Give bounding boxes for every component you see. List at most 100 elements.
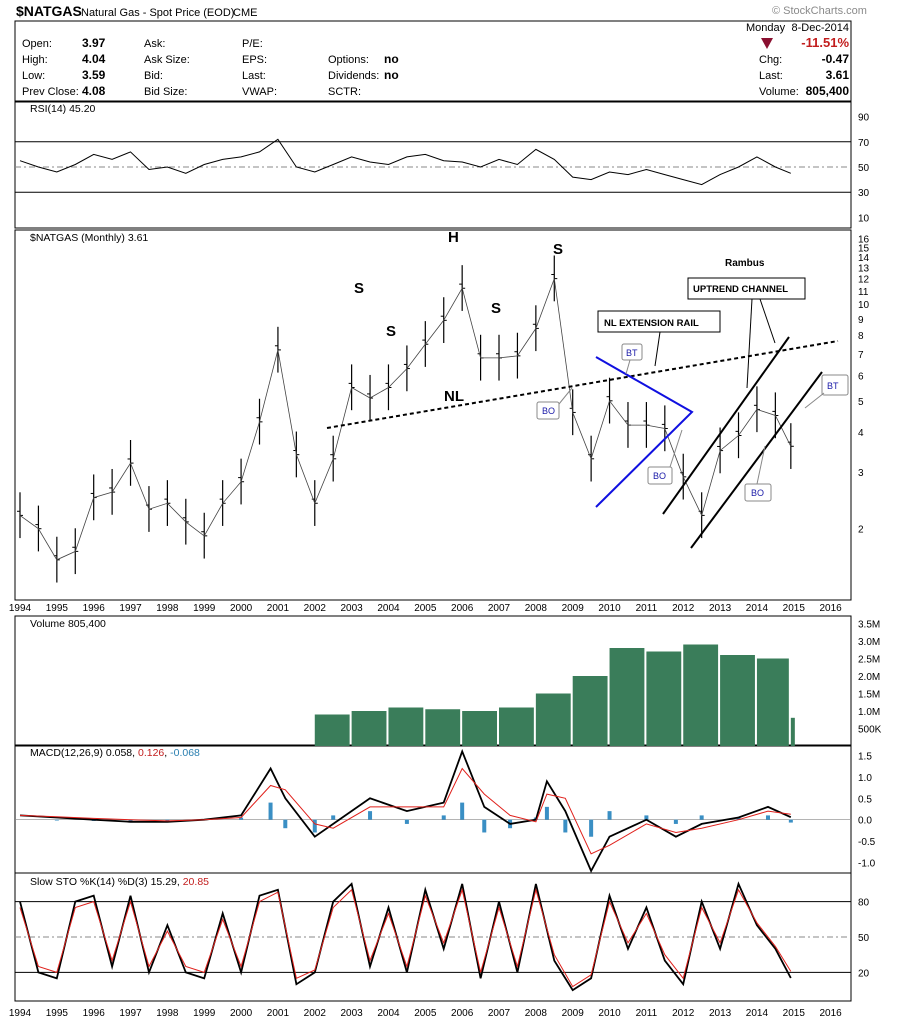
x-tick-label-top: 1998 bbox=[156, 603, 179, 614]
price-tick-label: 2 bbox=[858, 525, 864, 536]
macd-hist-bar bbox=[54, 819, 59, 821]
x-tick-label-bottom: 2013 bbox=[709, 1008, 732, 1019]
macd-hist-bar bbox=[239, 817, 244, 820]
macd-hist-bar bbox=[607, 811, 612, 820]
x-tick-label-top: 2014 bbox=[746, 603, 769, 614]
macd-tick-label: 1.5 bbox=[858, 752, 872, 763]
x-tick-label-bottom: 2015 bbox=[783, 1008, 806, 1019]
x-tick-label-top: 1994 bbox=[9, 603, 32, 614]
volume-bar bbox=[572, 676, 608, 746]
macd-hist-bar bbox=[544, 806, 549, 820]
sto-tick-label: 80 bbox=[858, 898, 870, 909]
sto-layer: 20 50 80 bbox=[15, 881, 870, 992]
price-tick-label: 15 bbox=[858, 243, 870, 254]
rsi-tick-label: 50 bbox=[858, 163, 870, 174]
price-tick-label: 13 bbox=[858, 263, 870, 274]
options-value: no bbox=[384, 52, 399, 66]
ann-bt-box-2 bbox=[821, 374, 849, 396]
ann-bo-3: BO bbox=[751, 488, 764, 498]
volume-label: Volume: bbox=[759, 86, 799, 98]
rsi-title: RSI(14) 45.20 bbox=[30, 103, 96, 115]
rsi-tick-label: 90 bbox=[858, 113, 870, 124]
dividends-label: Dividends: bbox=[328, 70, 379, 82]
price-tick-label: 4 bbox=[858, 428, 864, 439]
x-tick-label-bottom: 1999 bbox=[193, 1008, 216, 1019]
ann-right-shoulder-2: S bbox=[553, 241, 563, 258]
x-tick-label-bottom: 2004 bbox=[377, 1008, 400, 1019]
sto-title: Slow STO %K(14) %D(3) 15.29, 20.85 bbox=[30, 876, 209, 888]
price-tick-label: 3 bbox=[858, 468, 864, 479]
x-tick-label-bottom: 2014 bbox=[746, 1008, 769, 1019]
macd-signal-line bbox=[19, 767, 791, 855]
ann-bo-1: BO bbox=[542, 406, 555, 416]
macd-hist-bar bbox=[268, 802, 273, 820]
low-label: Low: bbox=[22, 70, 45, 82]
down-arrow-icon bbox=[761, 38, 773, 49]
ann-bt-2-pointer bbox=[804, 392, 825, 409]
macd-hist-bar bbox=[673, 819, 678, 824]
price-tick-label: 14 bbox=[858, 253, 870, 264]
volume-bar bbox=[351, 711, 387, 746]
rsi-line bbox=[19, 138, 791, 186]
x-tick-label-bottom: 2010 bbox=[598, 1008, 621, 1019]
ann-left-shoulder-1: S bbox=[354, 280, 364, 297]
price-panel bbox=[14, 229, 852, 601]
macd-hist-bar bbox=[165, 819, 170, 821]
exchange-label: CME bbox=[233, 7, 257, 19]
volume-bar bbox=[756, 658, 789, 746]
sto-tick-label: 20 bbox=[858, 968, 870, 979]
ann-bo-1-pointer bbox=[558, 387, 573, 405]
x-tick-label-bottom: 2006 bbox=[451, 1008, 474, 1019]
volume-layer: 500K 1.0M 1.5M 2.0M 2.5M 3.0M 3.5M bbox=[314, 620, 882, 746]
x-tick-label-bottom: 1994 bbox=[9, 1008, 32, 1019]
sctr-label: SCTR: bbox=[328, 86, 361, 98]
x-tick-label-top: 2004 bbox=[377, 603, 400, 614]
x-tick-label-top: 2016 bbox=[820, 603, 843, 614]
ann-nl-rail-box bbox=[597, 310, 721, 333]
x-tick-label-top: 2005 bbox=[414, 603, 437, 614]
bid-label: Bid: bbox=[144, 70, 163, 82]
day-label: Monday bbox=[746, 22, 786, 34]
ann-uptrend-pointer-2 bbox=[759, 298, 776, 344]
vwap-label: VWAP: bbox=[242, 86, 277, 98]
x-tick-label-top: 2003 bbox=[340, 603, 363, 614]
volume-bar bbox=[683, 644, 719, 746]
macd-hist-bar bbox=[765, 815, 770, 820]
high-value: 4.04 bbox=[82, 52, 106, 66]
chg-value: -0.47 bbox=[822, 52, 850, 66]
rsi-layer: 10 30 50 70 90 bbox=[15, 113, 870, 224]
quote-last-label: Last: bbox=[242, 70, 266, 82]
macd-hist-bar bbox=[404, 819, 409, 824]
date-label: 8-Dec-2014 bbox=[792, 22, 849, 34]
x-tick-label-bottom: 1996 bbox=[83, 1008, 106, 1019]
macd-hist-bar bbox=[788, 819, 793, 823]
price-tick-label: 6 bbox=[858, 371, 864, 382]
brand-label: © StockCharts.com bbox=[772, 5, 867, 17]
x-tick-label-bottom: 2002 bbox=[304, 1008, 327, 1019]
options-label: Options: bbox=[328, 54, 369, 66]
rsi-tick-label: 30 bbox=[858, 188, 870, 199]
sto-d-line bbox=[19, 887, 792, 988]
macd-title: MACD(12,26,9) 0.058, 0.126, -0.068 bbox=[30, 747, 200, 759]
x-tick-label-bottom: 2007 bbox=[488, 1008, 511, 1019]
price-tick-label: 5 bbox=[858, 397, 864, 408]
sto-tick-label: 50 bbox=[858, 933, 870, 944]
macd-hist-bar bbox=[441, 815, 446, 820]
x-tick-label-top: 2006 bbox=[451, 603, 474, 614]
price-tick-label: 12 bbox=[858, 275, 870, 286]
x-tick-label-top: 1995 bbox=[46, 603, 69, 614]
volume-bar bbox=[646, 651, 682, 746]
channel-lower-line bbox=[690, 371, 823, 549]
x-tick-label-bottom: 2009 bbox=[562, 1008, 585, 1019]
x-tick-label-bottom: 1997 bbox=[119, 1008, 142, 1019]
price-close-path bbox=[19, 278, 792, 561]
ann-nl-rail: NL EXTENSION RAIL bbox=[604, 318, 699, 329]
last-label: Last: bbox=[759, 70, 783, 82]
ann-bt-box-1 bbox=[621, 343, 643, 361]
rsi-tick-label: 10 bbox=[858, 213, 870, 224]
price-tick-label: 11 bbox=[858, 287, 869, 298]
annotations: S S H S S NL NL EXTENSION RAIL UPTREND C… bbox=[326, 229, 849, 549]
volume-bar bbox=[609, 648, 645, 746]
open-label: Open: bbox=[22, 38, 52, 50]
